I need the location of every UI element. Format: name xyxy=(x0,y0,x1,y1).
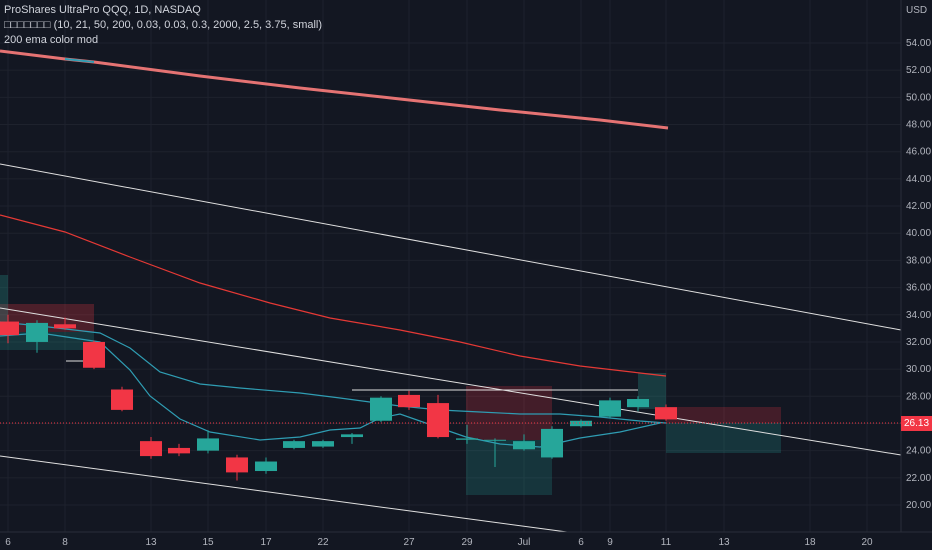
channel-upper-line xyxy=(0,163,902,331)
candle-body xyxy=(283,441,305,448)
price-tick-label: 36.00 xyxy=(906,283,931,294)
price-tick-label: 48.00 xyxy=(906,120,931,131)
price-tick-label: 42.00 xyxy=(906,201,931,212)
time-tick-label: 6 xyxy=(5,537,11,548)
currency-label: USD xyxy=(906,5,927,16)
price-tick-label: 28.00 xyxy=(906,391,931,402)
candle-body xyxy=(513,441,535,450)
time-tick-label: 20 xyxy=(861,537,873,548)
price-tick-label: 32.00 xyxy=(906,337,931,348)
candle-body xyxy=(226,457,248,473)
time-tick-label: 9 xyxy=(607,537,613,548)
candle-body xyxy=(398,394,420,408)
indicator-title[interactable]: □□□□□□□ (10, 21, 50, 200, 0.03, 0.03, 0.… xyxy=(4,19,323,31)
time-tick-label: 13 xyxy=(718,537,730,548)
indicator2-title[interactable]: 200 ema color mod xyxy=(4,34,99,46)
price-axis[interactable]: 54.00 52.00 50.00 48.00 46.00 44.00 42.00 40.00… xyxy=(900,0,931,532)
candle-body xyxy=(312,441,334,447)
candle-body xyxy=(111,389,133,410)
time-tick-label: 18 xyxy=(804,537,816,548)
channel-lower-line xyxy=(0,455,568,533)
price-tick-label: 38.00 xyxy=(906,255,931,266)
short-zone-target xyxy=(666,423,781,453)
price-tick-label: 40.00 xyxy=(906,228,931,239)
candle-body xyxy=(570,420,592,427)
short-zone-target xyxy=(466,440,552,495)
candle-body xyxy=(627,399,649,408)
price-tick-label: 24.00 xyxy=(906,446,931,457)
candle-body xyxy=(427,403,449,438)
time-tick-label: 27 xyxy=(403,537,415,548)
candle-body xyxy=(0,321,19,336)
symbol-title[interactable]: ProShares UltraPro QQQ, 1D, NASDAQ xyxy=(4,4,201,16)
current-price-tag: 26.13 xyxy=(901,416,932,431)
price-tick-label: 44.00 xyxy=(906,174,931,185)
long-zone-left xyxy=(0,275,8,335)
ema-50-line xyxy=(0,214,667,377)
candle-body xyxy=(255,461,277,472)
time-tick-label: 6 xyxy=(578,537,584,548)
time-axis[interactable]: 6 8 13 15 17 22 27 29 Jul 6 9 11 13 18 20 xyxy=(0,531,932,548)
candle-body xyxy=(54,324,76,329)
channel-mid-line xyxy=(0,307,902,456)
candle-body xyxy=(599,400,621,417)
time-tick-label: 17 xyxy=(260,537,272,548)
candle-body xyxy=(26,322,48,342)
price-tick-label: 20.00 xyxy=(906,500,931,511)
time-tick-label: 22 xyxy=(317,537,329,548)
candle-body xyxy=(484,439,506,441)
price-tick-label: 50.00 xyxy=(906,92,931,103)
candle-body xyxy=(197,438,219,451)
indicator-lines xyxy=(0,49,902,533)
candle-body xyxy=(83,341,105,368)
price-tick-label: 30.00 xyxy=(906,364,931,375)
time-tick-label: 13 xyxy=(145,537,157,548)
time-tick-label: 8 xyxy=(62,537,68,548)
candle-body xyxy=(140,441,162,457)
time-tick-label: 29 xyxy=(461,537,473,548)
price-tick-label: 22.00 xyxy=(906,473,931,484)
candle-body xyxy=(341,434,363,438)
price-tick-label: 54.00 xyxy=(906,38,931,49)
price-tick-label: 46.00 xyxy=(906,147,931,158)
candle-body xyxy=(655,407,677,420)
candle-body xyxy=(541,428,563,458)
candle-body xyxy=(456,438,478,440)
time-tick-label: 11 xyxy=(661,537,672,548)
ema-200-blue-segment xyxy=(64,58,95,63)
trade-zones xyxy=(0,275,781,495)
chart-grid xyxy=(0,0,901,532)
ema-200-line xyxy=(0,49,669,130)
time-tick-label: 15 xyxy=(202,537,214,548)
short-zone-stop xyxy=(666,407,781,423)
ema-21-line xyxy=(0,321,667,424)
candles-layer xyxy=(0,314,677,481)
chart-legend: ProShares UltraPro QQQ, 1D, NASDAQ □□□□□… xyxy=(4,3,322,48)
candle-body xyxy=(370,397,392,421)
candle-body xyxy=(168,447,190,454)
price-tick-label: 34.00 xyxy=(906,310,931,321)
price-tick-label: 52.00 xyxy=(906,65,931,76)
time-tick-label: Jul xyxy=(518,537,531,548)
